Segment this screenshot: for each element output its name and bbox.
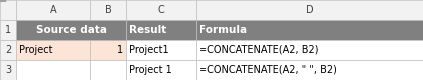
- Bar: [16, 60, 90, 80]
- Text: 2: 2: [5, 45, 11, 55]
- Text: Project 1: Project 1: [129, 65, 172, 75]
- Text: Result: Result: [129, 25, 167, 35]
- Text: Formula: Formula: [199, 25, 247, 35]
- Text: Project1: Project1: [129, 45, 169, 55]
- Bar: [16, 0, 90, 20]
- Bar: [90, 40, 126, 60]
- Bar: [126, 40, 196, 60]
- Bar: [16, 40, 90, 60]
- Bar: [0, 60, 16, 80]
- Text: A: A: [50, 5, 56, 15]
- Text: D: D: [305, 5, 313, 15]
- Bar: [90, 0, 126, 20]
- Bar: [196, 0, 423, 20]
- Text: 1: 1: [5, 25, 11, 35]
- Bar: [126, 0, 196, 20]
- Text: 1: 1: [117, 45, 123, 55]
- Bar: [196, 40, 423, 60]
- Text: 3: 3: [5, 65, 11, 75]
- Bar: [0, 40, 16, 60]
- Bar: [196, 60, 423, 80]
- Bar: [0, 0, 16, 20]
- Text: Project: Project: [19, 45, 53, 55]
- Bar: [90, 60, 126, 80]
- Bar: [196, 20, 423, 40]
- Bar: [16, 20, 126, 40]
- Bar: [0, 20, 16, 40]
- Text: C: C: [158, 5, 164, 15]
- Text: =CONCATENATE(A2, " ", B2): =CONCATENATE(A2, " ", B2): [199, 65, 337, 75]
- Polygon shape: [0, 1, 6, 2]
- Text: =CONCATENATE(A2, B2): =CONCATENATE(A2, B2): [199, 45, 319, 55]
- Bar: [126, 20, 196, 40]
- Text: Source data: Source data: [36, 25, 107, 35]
- Bar: [126, 60, 196, 80]
- Text: B: B: [105, 5, 111, 15]
